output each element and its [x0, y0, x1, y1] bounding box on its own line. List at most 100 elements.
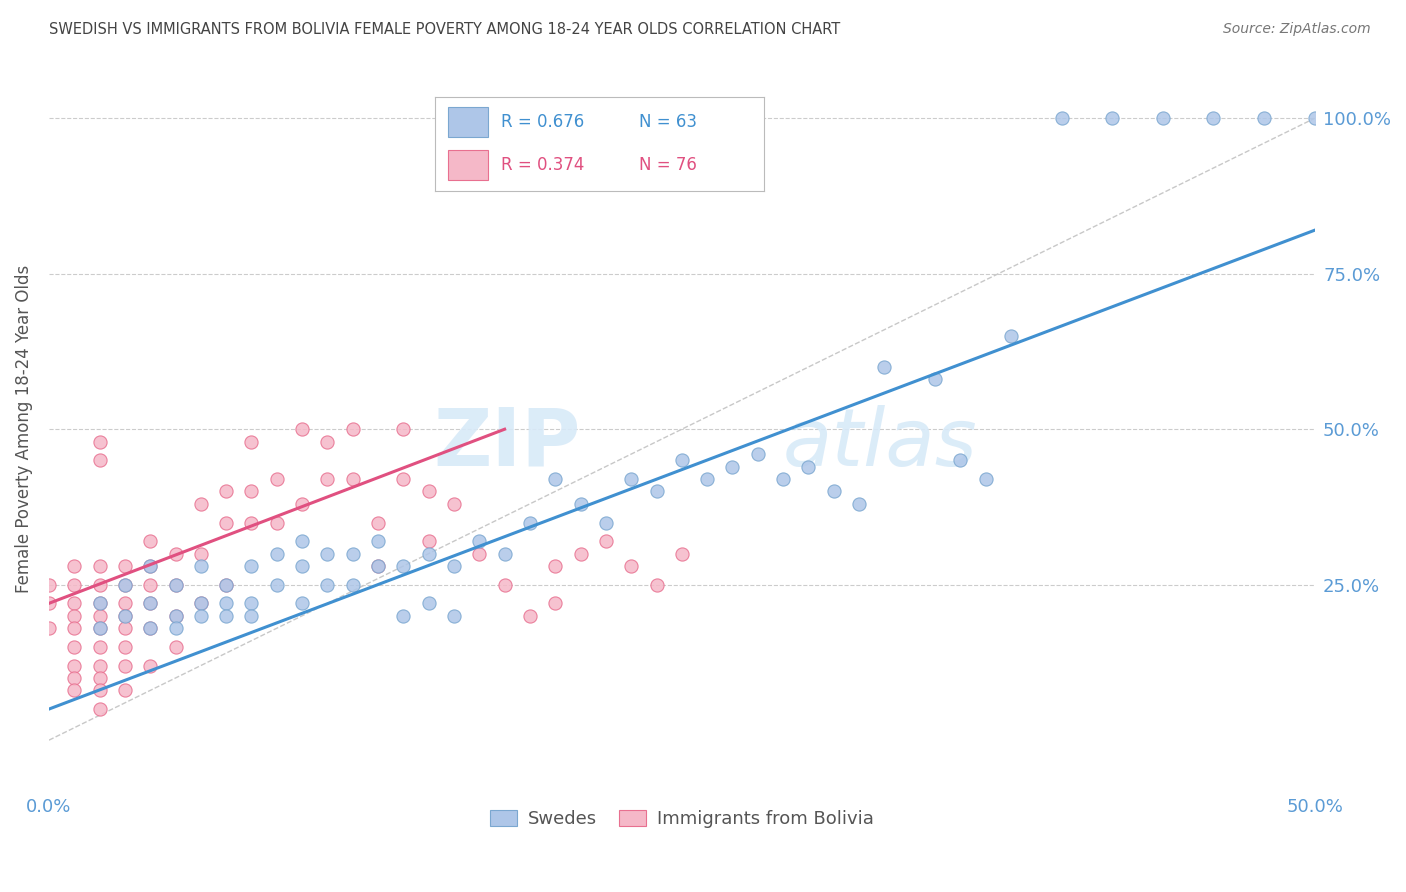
- Point: [89, 434, 111, 449]
- Point: [671, 547, 693, 561]
- Point: [266, 577, 288, 591]
- Point: [114, 621, 136, 635]
- Point: [63, 596, 86, 610]
- Point: [291, 596, 314, 610]
- Point: [89, 608, 111, 623]
- Point: [190, 559, 212, 574]
- Point: [190, 497, 212, 511]
- Text: atlas: atlas: [783, 405, 977, 483]
- Point: [89, 621, 111, 635]
- Point: [63, 640, 86, 654]
- Point: [165, 608, 187, 623]
- Point: [38, 577, 60, 591]
- Point: [418, 484, 440, 499]
- Point: [468, 547, 491, 561]
- Point: [114, 577, 136, 591]
- Point: [215, 516, 238, 530]
- Point: [671, 453, 693, 467]
- Point: [240, 608, 263, 623]
- Point: [139, 577, 162, 591]
- Point: [38, 596, 60, 610]
- Point: [89, 453, 111, 467]
- Point: [114, 596, 136, 610]
- Point: [468, 534, 491, 549]
- Point: [291, 497, 314, 511]
- Point: [266, 472, 288, 486]
- Point: [63, 608, 86, 623]
- Point: [114, 608, 136, 623]
- Point: [620, 559, 643, 574]
- Point: [215, 608, 238, 623]
- Point: [240, 559, 263, 574]
- Point: [1253, 112, 1275, 126]
- Point: [89, 621, 111, 635]
- Point: [165, 547, 187, 561]
- Point: [595, 516, 617, 530]
- Point: [190, 596, 212, 610]
- Point: [139, 621, 162, 635]
- Point: [544, 596, 567, 610]
- Point: [266, 547, 288, 561]
- Point: [291, 534, 314, 549]
- Point: [645, 484, 668, 499]
- Point: [848, 497, 870, 511]
- Point: [89, 577, 111, 591]
- Point: [114, 683, 136, 698]
- Point: [63, 658, 86, 673]
- Point: [797, 459, 820, 474]
- Point: [63, 671, 86, 685]
- Point: [89, 596, 111, 610]
- Point: [291, 422, 314, 436]
- Point: [165, 621, 187, 635]
- Point: [342, 472, 364, 486]
- Point: [1303, 112, 1326, 126]
- Point: [63, 621, 86, 635]
- Point: [823, 484, 845, 499]
- Point: [392, 559, 415, 574]
- Point: [342, 547, 364, 561]
- Point: [165, 577, 187, 591]
- Point: [367, 534, 389, 549]
- Point: [165, 608, 187, 623]
- Point: [240, 484, 263, 499]
- Point: [418, 596, 440, 610]
- Point: [544, 472, 567, 486]
- Point: [418, 534, 440, 549]
- Point: [291, 559, 314, 574]
- Point: [139, 559, 162, 574]
- Point: [519, 516, 541, 530]
- Point: [949, 453, 972, 467]
- Point: [215, 577, 238, 591]
- Point: [443, 608, 465, 623]
- Point: [342, 577, 364, 591]
- Point: [139, 596, 162, 610]
- Point: [89, 559, 111, 574]
- Point: [1050, 112, 1073, 126]
- Point: [595, 534, 617, 549]
- Point: [873, 359, 896, 374]
- Point: [266, 516, 288, 530]
- Point: [494, 547, 516, 561]
- Point: [316, 577, 339, 591]
- Point: [240, 516, 263, 530]
- Point: [1152, 112, 1174, 126]
- Point: [645, 577, 668, 591]
- Point: [367, 559, 389, 574]
- Point: [89, 671, 111, 685]
- Point: [1202, 112, 1225, 126]
- Text: Source: ZipAtlas.com: Source: ZipAtlas.com: [1223, 22, 1371, 37]
- Point: [316, 434, 339, 449]
- Point: [544, 559, 567, 574]
- Point: [139, 596, 162, 610]
- Point: [240, 596, 263, 610]
- Point: [1000, 329, 1022, 343]
- Point: [569, 547, 592, 561]
- Point: [63, 577, 86, 591]
- Legend: Swedes, Immigrants from Bolivia: Swedes, Immigrants from Bolivia: [482, 802, 880, 835]
- Point: [89, 683, 111, 698]
- Point: [240, 434, 263, 449]
- Point: [696, 472, 718, 486]
- Point: [494, 577, 516, 591]
- Point: [924, 372, 946, 386]
- Point: [569, 497, 592, 511]
